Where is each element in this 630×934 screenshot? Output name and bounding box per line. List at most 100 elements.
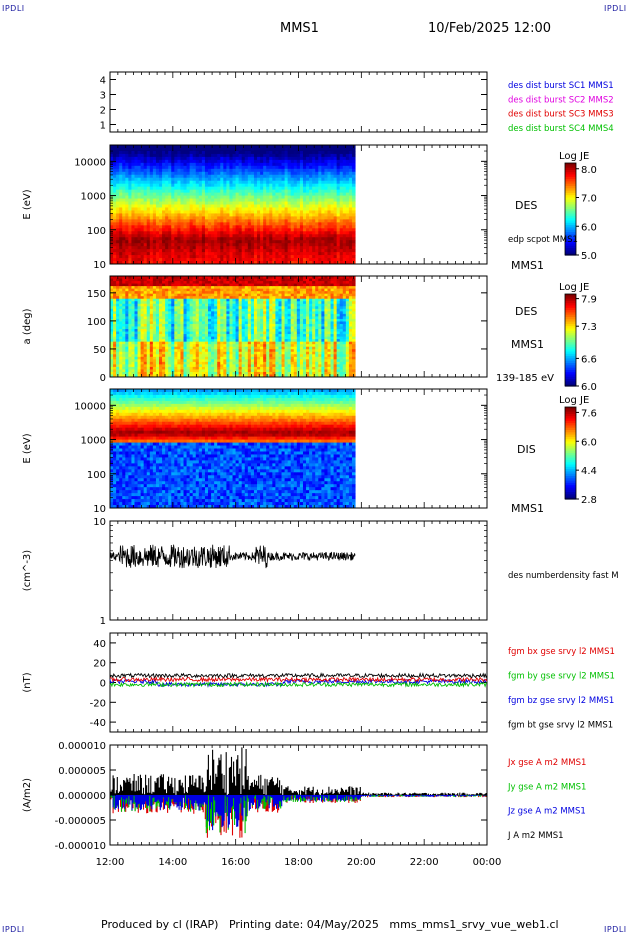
spectrogram-cell — [318, 252, 322, 256]
spectrogram-cell — [217, 198, 221, 203]
spectrogram-cell — [195, 201, 200, 206]
spectrogram-cell — [342, 249, 347, 253]
spectrogram-cell — [211, 162, 215, 167]
legend-burst-4: des dist burst SC4 MMS4 — [508, 124, 614, 134]
spectrogram-cell — [290, 252, 295, 256]
spectrogram-cell — [201, 316, 206, 320]
spectrogram-cell — [180, 291, 185, 295]
spectrogram-cell — [241, 228, 246, 232]
spectrogram-cell — [235, 231, 240, 235]
spectrogram-cell — [168, 303, 172, 307]
spectrogram-cell — [128, 153, 132, 158]
spectrogram-cell — [223, 234, 227, 238]
spectrogram-cell — [177, 186, 181, 191]
spectrogram-cell — [192, 246, 197, 250]
spectrogram-cell — [315, 153, 319, 158]
spectrogram-cell — [140, 278, 145, 282]
spectrogram-cell — [315, 201, 319, 206]
spectrogram-cell — [116, 286, 120, 290]
spectrogram-cell — [146, 341, 151, 345]
spectrogram-cell — [168, 311, 172, 315]
spectrogram-cell — [171, 334, 175, 338]
spectrogram-cell — [257, 222, 261, 226]
spectrogram-cell — [299, 171, 304, 176]
spectrogram-cell — [351, 168, 356, 173]
spectrogram-cell — [189, 288, 194, 292]
spectrogram-cell — [159, 288, 163, 292]
spectrogram-cell — [201, 276, 206, 280]
spectrogram-cell — [195, 213, 200, 217]
spectrogram-cell — [174, 261, 178, 265]
spectrogram-cell — [128, 318, 132, 322]
spectrogram-cell — [345, 255, 350, 259]
spectrogram-cell — [131, 192, 135, 197]
spectrogram-cell — [195, 366, 200, 370]
spectrogram-cell — [131, 159, 135, 164]
spectrogram-cell — [125, 323, 129, 327]
spectrogram-cell — [116, 331, 120, 335]
spectrogram-cell — [241, 165, 246, 170]
spectrogram-cell — [211, 364, 215, 368]
spectrogram-cell — [312, 243, 316, 247]
spectrogram-cell — [351, 216, 356, 220]
spectrogram-cell — [208, 153, 212, 158]
spectrogram-cell — [220, 165, 224, 170]
spectrogram-cell — [208, 246, 212, 250]
spectrogram-cell — [214, 306, 218, 310]
spectrogram-cell — [336, 189, 341, 194]
spectrogram-cell — [211, 177, 215, 182]
spectrogram-cell — [250, 225, 255, 229]
spectrogram-cell — [217, 246, 221, 250]
spectrogram-cell — [296, 207, 301, 211]
spectrogram-cell — [339, 255, 344, 259]
spectrogram-cell — [180, 201, 185, 206]
spectrogram-cell — [214, 177, 218, 182]
spectrogram-cell — [174, 359, 178, 363]
spectrogram-cell — [345, 258, 350, 262]
spectrogram-cell — [110, 192, 114, 197]
spectrogram-cell — [229, 174, 234, 179]
spectrogram-cell — [128, 349, 132, 353]
spectrogram-cell — [198, 374, 203, 378]
spectrogram-cell — [345, 252, 350, 256]
spectrogram-cell — [339, 258, 344, 262]
spectrogram-cell — [287, 153, 292, 158]
spectrogram-cell — [235, 255, 240, 259]
spectrogram-cell — [324, 261, 328, 265]
spectrogram-cell — [327, 192, 332, 197]
spectrogram-cell — [201, 153, 206, 158]
spectrogram-cell — [134, 369, 139, 373]
spectrogram-cell — [149, 301, 154, 305]
spectrogram-cell — [149, 204, 154, 208]
spectrogram-cell — [238, 207, 243, 211]
spectrogram-cell — [263, 204, 267, 208]
spectrogram-cell — [220, 222, 224, 226]
spectrogram-cell — [318, 174, 322, 179]
spectrogram-cell — [183, 369, 188, 373]
spectrogram-cell — [201, 186, 206, 191]
spectrogram-cell — [214, 283, 218, 287]
spectrogram-cell — [177, 306, 181, 310]
spectrogram-cell — [217, 207, 221, 211]
spectrogram-cell — [315, 216, 319, 220]
spectrogram-cell — [134, 207, 139, 211]
spectrogram-cell — [125, 296, 129, 300]
spectrogram-cell — [342, 261, 347, 265]
spectrogram-cell — [214, 298, 218, 302]
spectrogram-cell — [232, 201, 237, 206]
spectrogram-cell — [272, 231, 276, 235]
spectrogram-cell — [309, 174, 313, 179]
spectrogram-cell — [299, 147, 304, 152]
spectrogram-cell — [266, 261, 270, 265]
spectrogram-cell — [247, 201, 252, 206]
spectrogram-cell — [125, 234, 129, 238]
spectrogram-cell — [152, 321, 157, 325]
spectrogram-cell — [137, 351, 142, 355]
spectrogram-cell — [110, 240, 114, 244]
spectrogram-cell — [146, 198, 151, 203]
spectrogram-cell — [321, 261, 325, 265]
spectrogram-cell — [296, 231, 301, 235]
spectrogram-cell — [140, 329, 145, 333]
spectrogram-cell — [238, 189, 243, 194]
spectrogram-cell — [201, 344, 206, 348]
